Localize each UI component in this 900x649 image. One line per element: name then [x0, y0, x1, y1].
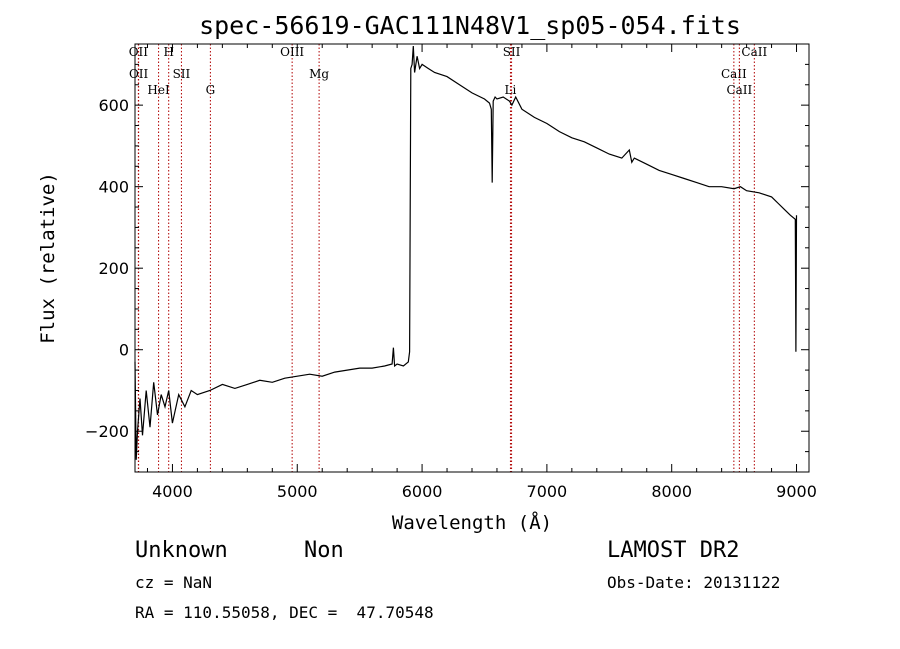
line-marker-label: H [163, 45, 173, 59]
x-tick-label: 9000 [776, 482, 817, 501]
y-tick-label: 200 [98, 259, 129, 278]
x-tick-label: 5000 [277, 482, 318, 501]
x-tick-label: 6000 [402, 482, 443, 501]
line-marker-label: CaII [721, 67, 747, 81]
spectrum-series [134, 45, 798, 460]
y-tick-label: 0 [119, 341, 129, 360]
line-marker-label: Mg [309, 67, 329, 81]
y-axis: −200 0 200 400 600 [85, 63, 809, 473]
y-axis-label: Flux (relative) [37, 172, 59, 344]
line-marker-label: SII [503, 45, 521, 59]
chart-title: spec-56619-GAC111N48V1_sp05-054.fits [199, 11, 741, 40]
y-tick-label: −200 [85, 422, 129, 441]
line-marker-label: CaII [741, 45, 767, 59]
x-axis-label: Wavelength (Å) [392, 511, 552, 534]
ra-dec: RA = 110.55058, DEC = 47.70548 [135, 603, 434, 622]
obs-date: Obs-Date: 20131122 [607, 573, 781, 592]
line-marker-label: HeI [147, 83, 170, 97]
line-marker-label: CaII [726, 83, 752, 97]
x-tick-label: 4000 [152, 482, 193, 501]
x-tick-label: 8000 [651, 482, 692, 501]
cz-value: cz = NaN [135, 573, 213, 592]
line-marker-label: OII [129, 67, 149, 81]
line-marker-label: G [206, 83, 216, 97]
survey-label: LAMOST DR2 [607, 538, 740, 563]
line-marker-label: Li [505, 83, 517, 97]
y-tick-label: 600 [98, 96, 129, 115]
spectrum-line [134, 45, 798, 460]
x-tick-label: 7000 [527, 482, 568, 501]
x-axis: 4000 5000 6000 7000 8000 9000 [146, 44, 817, 501]
line-marker-label: OIII [280, 45, 304, 59]
subclass-label: Non [304, 538, 344, 563]
class-label: Unknown [135, 538, 228, 563]
plot-frame [134, 43, 810, 473]
line-marker-label: SII [173, 67, 191, 81]
y-tick-label: 400 [98, 178, 129, 197]
